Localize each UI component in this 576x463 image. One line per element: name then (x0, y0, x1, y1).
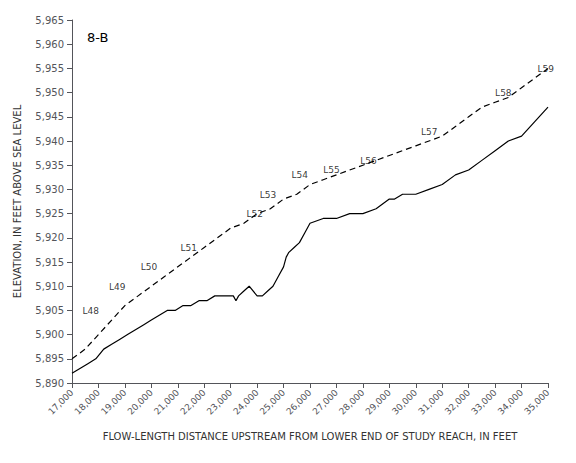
svg-text:26,000: 26,000 (284, 387, 314, 417)
svg-text:5,940: 5,940 (35, 136, 64, 147)
svg-text:5,905: 5,905 (35, 305, 64, 316)
svg-text:34,000: 34,000 (496, 387, 526, 417)
svg-text:22,000: 22,000 (178, 387, 208, 417)
svg-text:L50: L50 (141, 262, 158, 272)
svg-text:5,930: 5,930 (35, 184, 64, 195)
svg-text:25,000: 25,000 (258, 387, 288, 417)
svg-text:5,910: 5,910 (35, 281, 64, 292)
svg-text:23,000: 23,000 (205, 387, 235, 417)
svg-text:L48: L48 (83, 306, 100, 316)
svg-text:L58: L58 (495, 88, 512, 98)
svg-text:19,000: 19,000 (99, 387, 129, 417)
svg-text:5,920: 5,920 (35, 232, 64, 243)
svg-text:17,000: 17,000 (46, 387, 76, 417)
svg-text:29,000: 29,000 (364, 387, 394, 417)
svg-text:5,960: 5,960 (35, 39, 64, 50)
svg-text:FLOW-LENGTH DISTANCE UPSTREAM: FLOW-LENGTH DISTANCE UPSTREAM FROM LOWER… (103, 431, 519, 442)
svg-text:35,000: 35,000 (522, 387, 552, 417)
svg-text:31,000: 31,000 (416, 387, 446, 417)
svg-text:L54: L54 (291, 170, 308, 180)
svg-text:L53: L53 (260, 190, 276, 200)
svg-text:5,950: 5,950 (35, 87, 64, 98)
svg-text:5,900: 5,900 (35, 329, 64, 340)
svg-text:32,000: 32,000 (443, 387, 473, 417)
svg-text:28,000: 28,000 (337, 387, 367, 417)
svg-text:L56: L56 (360, 156, 377, 166)
svg-text:24,000: 24,000 (231, 387, 261, 417)
svg-text:L59: L59 (537, 64, 554, 74)
svg-text:18,000: 18,000 (73, 387, 103, 417)
svg-text:L52: L52 (247, 209, 263, 219)
svg-text:5,895: 5,895 (35, 353, 64, 364)
svg-text:L57: L57 (421, 127, 437, 137)
svg-text:30,000: 30,000 (390, 387, 420, 417)
svg-text:20,000: 20,000 (126, 387, 156, 417)
svg-text:L49: L49 (109, 282, 126, 292)
svg-text:5,955: 5,955 (35, 63, 64, 74)
svg-text:ELEVATION, IN FEET ABOVE SEA L: ELEVATION, IN FEET ABOVE SEA LEVEL (12, 104, 23, 298)
svg-text:27,000: 27,000 (311, 387, 341, 417)
svg-text:5,925: 5,925 (35, 208, 64, 219)
svg-text:5,890: 5,890 (35, 378, 64, 389)
svg-text:L51: L51 (180, 243, 196, 253)
svg-text:8-B: 8-B (87, 30, 108, 45)
svg-text:5,935: 5,935 (35, 160, 64, 171)
svg-text:5,965: 5,965 (35, 15, 64, 26)
svg-text:33,000: 33,000 (469, 387, 499, 417)
svg-text:5,915: 5,915 (35, 257, 64, 268)
svg-text:L55: L55 (323, 165, 339, 175)
svg-text:21,000: 21,000 (152, 387, 182, 417)
svg-text:5,945: 5,945 (35, 111, 64, 122)
